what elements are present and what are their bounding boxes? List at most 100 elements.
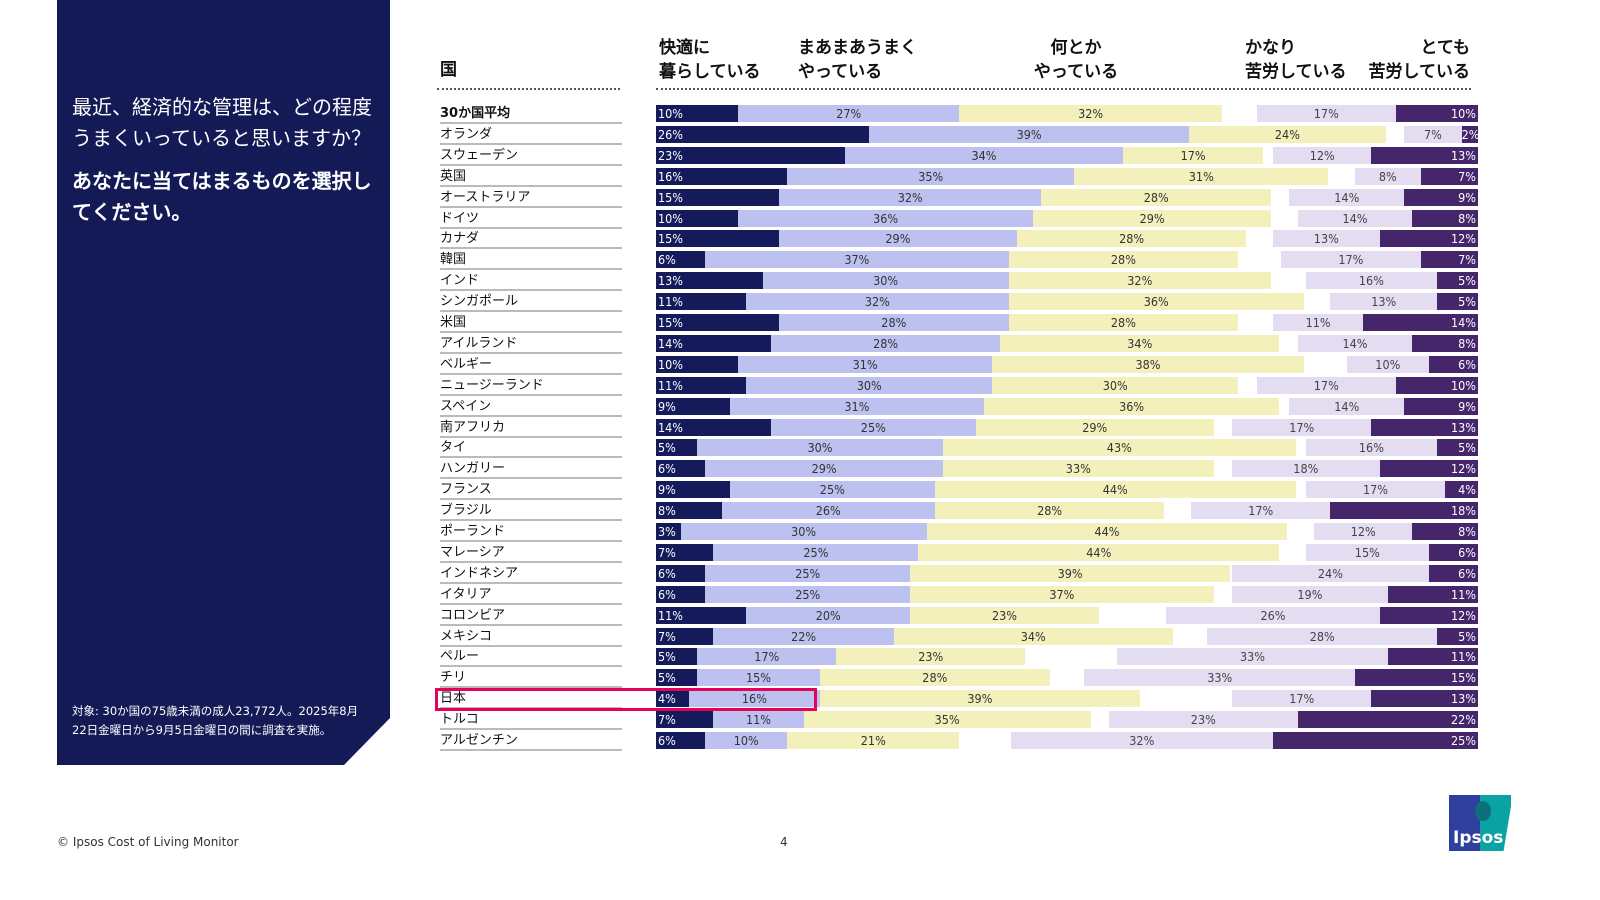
- country-label: マレーシア: [440, 543, 622, 563]
- bar-segment: 5%: [656, 648, 697, 666]
- bar-segment: 36%: [1008, 293, 1304, 311]
- bar-segment: 39%: [869, 125, 1189, 143]
- bar-segment: 29%: [1033, 209, 1271, 227]
- bar-segment: 6%: [656, 564, 706, 582]
- bar-segment: 37%: [705, 251, 1009, 269]
- bar-segment: 18%: [1232, 460, 1380, 478]
- bar-segment: 13%: [1273, 230, 1380, 248]
- country-label: オーストラリア: [440, 188, 622, 208]
- bar-segment: 6%: [1428, 355, 1478, 373]
- bar-segment: 8%: [1412, 523, 1478, 540]
- bar-segment: 23%: [910, 606, 1099, 624]
- bar-segment: 35%: [803, 711, 1091, 729]
- japan-highlight-box: [435, 688, 817, 711]
- bar-segment: 15%: [656, 230, 779, 248]
- bar-segment: 25%: [713, 543, 919, 561]
- bar-segment: 24%: [1232, 564, 1429, 582]
- bar-segment: 31%: [738, 355, 993, 373]
- bar-segment: 19%: [1232, 585, 1388, 603]
- bar-segment: 5%: [1437, 439, 1478, 457]
- bar-segment: 11%: [1387, 585, 1478, 603]
- country-label: 韓国: [440, 250, 622, 271]
- question-panel: [57, 0, 390, 765]
- bar-segment: 12%: [1379, 230, 1478, 248]
- bar-segment: 33%: [1084, 669, 1355, 687]
- bar-segment: 28%: [770, 334, 1001, 352]
- bar-segment: 36%: [738, 209, 1034, 227]
- bar-segment: 7%: [656, 627, 714, 645]
- country-label: コロンビア: [440, 606, 622, 626]
- bar-segment: 7%: [656, 543, 714, 561]
- bar-segment: 32%: [959, 105, 1222, 122]
- bar-segment: 3%: [656, 523, 681, 540]
- bar-segment: 13%: [1330, 293, 1437, 311]
- bar-segment: 11%: [713, 711, 804, 729]
- bar-segment: 9%: [656, 397, 730, 415]
- bar-segment: 29%: [705, 460, 943, 478]
- bar-segment: 25%: [705, 564, 911, 582]
- bar-segment: 25%: [1273, 732, 1478, 749]
- series-header-1: 快適に 暮らしている: [659, 38, 761, 82]
- country-label: カナダ: [440, 229, 622, 250]
- country-label: ハンガリー: [440, 459, 622, 480]
- bar-segment: 20%: [746, 606, 911, 624]
- page-number: 4: [780, 835, 788, 849]
- bar-segment: 33%: [1117, 648, 1388, 666]
- bar-segment: 21%: [787, 732, 960, 749]
- bar-segment: 11%: [656, 376, 747, 394]
- bar-segment: 9%: [1404, 397, 1478, 415]
- bar-segment: 2%: [1461, 125, 1478, 143]
- bar-segment: 7%: [656, 711, 714, 729]
- country-label: ドイツ: [440, 209, 622, 229]
- bar-segment: 12%: [1379, 606, 1478, 624]
- bar-segment: 32%: [1010, 732, 1273, 749]
- ipsos-logo: Ipsos: [1449, 795, 1511, 851]
- bar-segment: 31%: [729, 397, 984, 415]
- bar-segment: 38%: [992, 355, 1304, 373]
- series-header-5: とても 苦労している: [1368, 38, 1471, 82]
- bar-segment: 17%: [1281, 251, 1421, 269]
- country-label: ポーランド: [440, 522, 622, 542]
- bar-segment: 16%: [1305, 439, 1437, 457]
- bar-segment: 17%: [1232, 418, 1372, 436]
- bar-segment: 11%: [1387, 648, 1478, 666]
- bar-segment: 6%: [656, 732, 706, 749]
- bar-segment: 34%: [1000, 334, 1280, 352]
- bar-segment: 32%: [1008, 272, 1271, 290]
- country-label: 南アフリカ: [440, 418, 622, 438]
- country-label: タイ: [440, 438, 622, 459]
- bar-segment: 23%: [836, 648, 1025, 666]
- bar-segment: 44%: [918, 543, 1280, 561]
- bar-segment: 14%: [1289, 188, 1405, 206]
- bar-segment: 39%: [910, 564, 1230, 582]
- country-label: ニュージーランド: [440, 376, 622, 396]
- bar-segment: 12%: [1314, 523, 1413, 540]
- bar-segment: 17%: [1305, 481, 1446, 499]
- bar-segment: 30%: [992, 376, 1239, 394]
- bar-segment: 15%: [656, 314, 779, 331]
- bar-segment: 30%: [746, 376, 993, 394]
- bar-segment: 23%: [1109, 711, 1298, 729]
- bar-segment: 15%: [1355, 669, 1478, 687]
- bar-segment: 28%: [1207, 627, 1437, 645]
- bar-segment: 10%: [656, 355, 738, 373]
- bar-segment: 39%: [820, 690, 1140, 708]
- bar-segment: 17%: [1256, 105, 1396, 122]
- bar-segment: 28%: [1008, 251, 1239, 269]
- bar-segment: 15%: [697, 669, 820, 687]
- bar-segment: 5%: [656, 669, 697, 687]
- bar-segment: 12%: [1379, 460, 1478, 478]
- country-label: メキシコ: [440, 627, 622, 647]
- bar-segment: 31%: [1074, 167, 1329, 185]
- bar-segment: 30%: [680, 523, 927, 540]
- header-divider: [656, 88, 1471, 90]
- bar-segment: 17%: [697, 648, 837, 666]
- bar-segment: 29%: [975, 418, 1214, 436]
- bar-segment: 10%: [1396, 376, 1478, 394]
- bar-segment: 32%: [779, 188, 1042, 206]
- bar-segment: 16%: [656, 167, 788, 185]
- header-divider: [437, 88, 620, 90]
- bar-segment: 25%: [770, 418, 976, 436]
- bar-segment: 37%: [910, 585, 1214, 603]
- bar-segment: 4%: [656, 690, 689, 708]
